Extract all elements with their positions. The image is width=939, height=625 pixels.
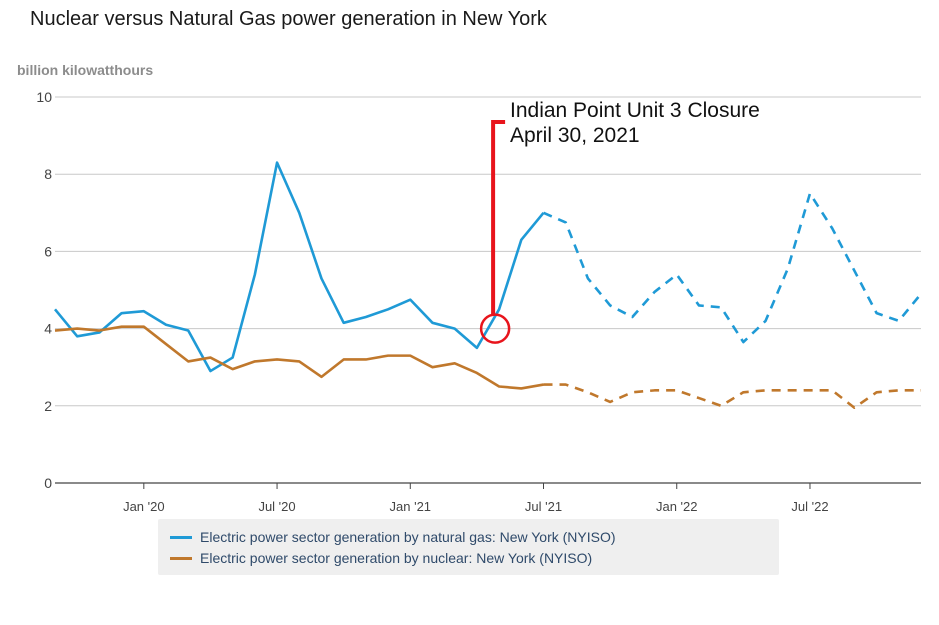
legend-item-nuclear[interactable]: Electric power sector generation by nucl… [170,548,592,568]
x-tick-labels: Jan '20 Jul '20 Jan '21 Jul '21 Jan '22 Jul '… [123,483,829,514]
annotation-line-1: Indian Point Unit 3 Closure [510,99,760,122]
legend-swatch-gas [170,535,192,539]
grid-lines [55,96,921,484]
legend-item-gas[interactable]: Electric power sector generation by natu… [170,527,616,547]
closure-annotation [479,120,511,344]
series-nuclear-forecast [543,383,921,410]
y-tick-label-2: 2 [44,398,52,414]
x-tick-label-0: Jan '20 [123,499,165,514]
y-tick-label-8: 8 [44,166,52,182]
legend-swatch-nuclear [170,556,192,560]
annotation-leader-line [491,120,506,315]
legend-label-gas: Electric power sector generation by natu… [200,529,616,545]
series-gas-history [53,161,545,373]
chart-title: Nuclear versus Natural Gas power generat… [30,8,547,30]
series-lines [53,161,923,410]
series-nuclear-history [54,325,544,390]
y-tick-label-0: 0 [44,475,52,491]
y-tick-label-6: 6 [44,243,52,259]
y-tick-label-10: 10 [36,89,52,105]
annotation-circle [479,313,511,344]
annotation-line-2: April 30, 2021 [510,124,640,147]
y-tick-labels: 0 2 4 6 8 10 [36,89,52,491]
y-axis-units-label: billion kilowatthours [17,62,154,78]
x-tick-label-5: Jul '22 [791,499,828,514]
x-tick-label-3: Jul '21 [525,499,562,514]
annotation-text: Indian Point Unit 3 Closure April 30, 20… [510,98,760,148]
x-tick-label-4: Jan '22 [656,499,698,514]
legend-label-nuclear: Electric power sector generation by nucl… [200,550,593,566]
x-tick-label-1: Jul '20 [258,499,295,514]
series-gas-forecast [542,192,923,344]
legend: Electric power sector generation by natu… [158,519,779,575]
x-tick-label-2: Jan '21 [390,499,432,514]
y-tick-label-4: 4 [44,321,52,337]
